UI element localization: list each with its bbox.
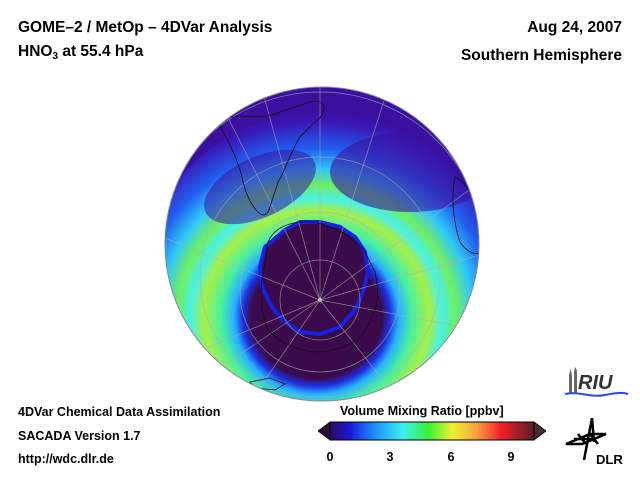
dlr-emblem-icon: [565, 417, 607, 461]
title-species: HNO3 at 55.4 hPa: [18, 43, 143, 62]
coast-antarctica: [260, 221, 379, 353]
globe-outline: [164, 86, 480, 402]
graticule: [165, 87, 479, 401]
colorbar-min-arrow: [318, 421, 331, 441]
river-wave-icon: [564, 391, 629, 397]
footer-url[interactable]: http://wdc.dlr.de: [18, 452, 114, 466]
region-label: Southern Hemisphere: [460, 47, 622, 64]
colorbar-gradient: [329, 421, 535, 441]
species-level: at 55.4 hPa: [58, 43, 144, 60]
dlr-text: DLR: [596, 452, 623, 466]
title-instrument: GOME–2 / MetOp – 4DVar Analysis: [18, 19, 273, 36]
colorbar-tick-3: 3: [386, 450, 394, 464]
south-pole-marker: [318, 298, 322, 302]
date-label: Aug 24, 2007: [527, 19, 622, 36]
coast-new-zealand: [399, 391, 436, 399]
species-subscript: 3: [52, 51, 59, 62]
coast-south-america: [219, 100, 325, 216]
footer-system: 4DVar Chemical Data Assimilation: [18, 405, 221, 419]
riu-text: RIU: [578, 372, 613, 394]
colorbar-title: Volume Mixing Ratio [ppbv]: [340, 404, 504, 418]
globe: [165, 87, 479, 401]
footer-version: SACADA Version 1.7: [18, 429, 141, 443]
dlr-logo: DLR: [560, 417, 632, 471]
species-formula: HNO: [18, 43, 53, 60]
colorbar-tick-0: 0: [326, 450, 334, 464]
colorbar-max-arrow: [533, 421, 546, 441]
riu-logo: RIU: [564, 367, 629, 406]
colorbar: [318, 421, 546, 441]
cathedral-icon: [569, 367, 577, 393]
colorbar-tick-6: 6: [447, 450, 455, 464]
colorbar-tick-9: 9: [507, 450, 515, 464]
polar-map: [164, 86, 480, 402]
